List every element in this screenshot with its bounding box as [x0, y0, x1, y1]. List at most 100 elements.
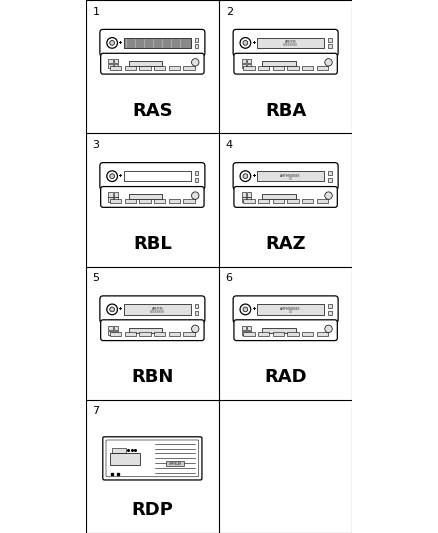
Circle shape [107, 171, 117, 181]
Bar [302, 199, 313, 203]
FancyBboxPatch shape [100, 296, 205, 323]
Text: RBL: RBL [133, 235, 172, 253]
Text: CHRYSLER: CHRYSLER [169, 462, 182, 466]
Bar [287, 199, 299, 203]
Bar [241, 192, 246, 197]
Bar [328, 38, 332, 42]
Bar [243, 333, 255, 336]
Circle shape [191, 325, 199, 333]
Circle shape [110, 307, 114, 312]
Text: RDP: RDP [131, 502, 173, 519]
FancyBboxPatch shape [106, 440, 199, 477]
Bar [108, 192, 113, 197]
Bar [124, 38, 191, 48]
Bar [328, 177, 332, 182]
Text: CD: CD [289, 176, 293, 181]
FancyBboxPatch shape [233, 29, 338, 56]
Text: RBN: RBN [131, 368, 173, 386]
Bar [110, 199, 121, 203]
Circle shape [243, 307, 248, 312]
FancyBboxPatch shape [103, 437, 202, 480]
Bar [247, 64, 251, 68]
Text: AM/FM: AM/FM [152, 306, 163, 311]
Bar [169, 66, 180, 70]
Bar [257, 304, 324, 314]
Bar [257, 171, 324, 181]
Bar [110, 66, 121, 70]
Text: AMFM88888: AMFM88888 [280, 174, 301, 177]
Bar [257, 38, 324, 48]
Bar [262, 61, 296, 66]
Bar [183, 199, 195, 203]
Bar [302, 333, 313, 336]
Bar [262, 328, 296, 333]
Bar [108, 330, 113, 335]
Bar [241, 330, 246, 335]
Bar [125, 199, 136, 203]
Circle shape [243, 41, 248, 45]
Bar [247, 59, 251, 63]
Text: RAS: RAS [132, 102, 173, 119]
Text: 2: 2 [226, 7, 233, 17]
Text: 6: 6 [226, 273, 233, 283]
Text: RAZ: RAZ [265, 235, 306, 253]
Bar [328, 171, 332, 175]
Bar [247, 192, 251, 197]
Bar [139, 333, 151, 336]
Bar [113, 448, 126, 453]
Bar [195, 177, 198, 182]
Bar [247, 197, 251, 201]
Bar [139, 66, 151, 70]
Text: 1: 1 [92, 7, 99, 17]
Bar [108, 197, 113, 201]
Text: 7: 7 [92, 406, 99, 416]
Bar [247, 330, 251, 335]
Bar [247, 326, 251, 330]
Text: AMFM88888: AMFM88888 [280, 307, 301, 311]
Text: AM/FM: AM/FM [285, 40, 297, 44]
Circle shape [110, 174, 114, 179]
Bar [262, 195, 296, 199]
Bar [125, 333, 136, 336]
Bar [113, 330, 118, 335]
Bar [258, 66, 269, 70]
Bar [108, 59, 113, 63]
Bar [241, 326, 246, 330]
Circle shape [325, 59, 332, 66]
Bar [108, 326, 113, 330]
Circle shape [191, 192, 199, 199]
Bar [183, 66, 195, 70]
Text: 5: 5 [92, 273, 99, 283]
Bar [328, 304, 332, 309]
Bar [328, 311, 332, 315]
Bar [169, 199, 180, 203]
Bar [110, 454, 140, 465]
Circle shape [240, 37, 251, 48]
Bar [154, 66, 166, 70]
Bar [113, 326, 118, 330]
Circle shape [110, 41, 114, 45]
Bar [317, 66, 328, 70]
Bar [195, 44, 198, 49]
Bar [258, 199, 269, 203]
Bar [124, 171, 191, 181]
Bar [129, 61, 162, 66]
Text: CD: CD [289, 310, 293, 314]
Bar [195, 38, 198, 42]
Circle shape [325, 325, 332, 333]
FancyBboxPatch shape [234, 187, 337, 207]
Bar [241, 64, 246, 68]
Bar [328, 44, 332, 49]
Text: RBA: RBA [265, 102, 306, 119]
Bar [272, 333, 284, 336]
Bar [241, 59, 246, 63]
Bar [243, 199, 255, 203]
Bar [195, 171, 198, 175]
Circle shape [240, 171, 251, 181]
Bar [272, 66, 284, 70]
Bar [195, 304, 198, 309]
FancyBboxPatch shape [234, 53, 337, 74]
Bar [154, 333, 166, 336]
FancyBboxPatch shape [100, 163, 205, 190]
Bar [183, 333, 195, 336]
